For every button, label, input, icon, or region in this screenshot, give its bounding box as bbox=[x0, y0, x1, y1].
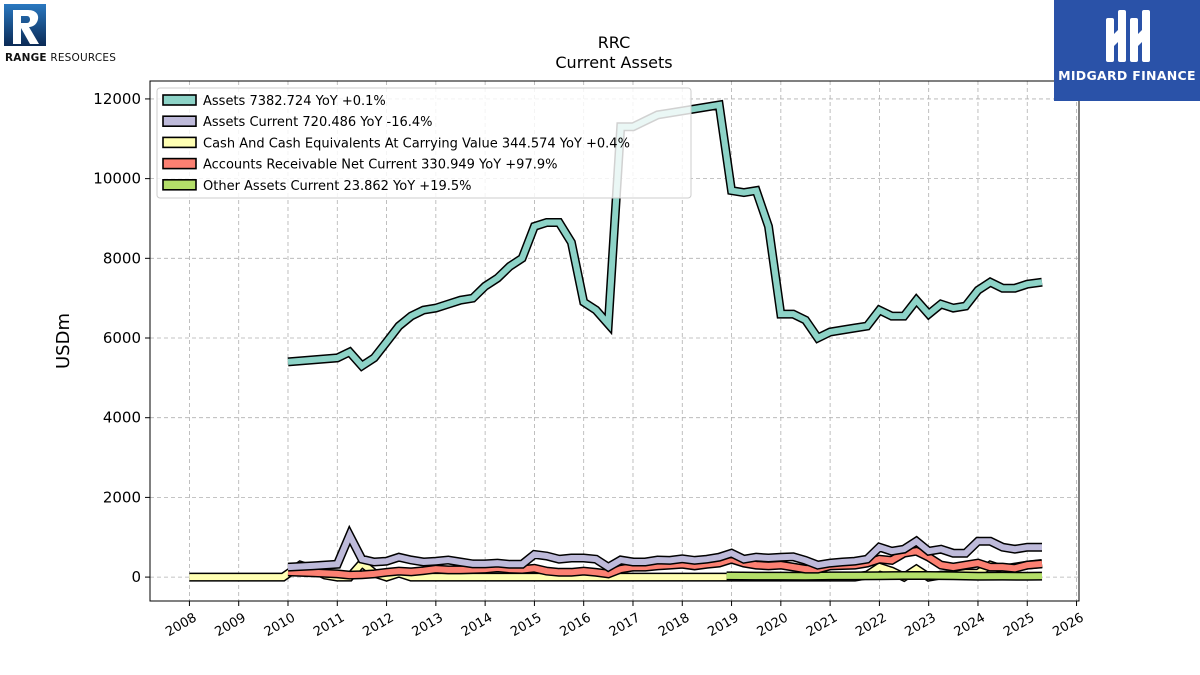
wordmark-rest: RESOURCES bbox=[46, 52, 117, 64]
legend-entry-assets: Assets 7382.724 YoY +0.1% bbox=[203, 94, 386, 109]
x-tick-label: 2014 bbox=[459, 610, 495, 640]
x-tick-label: 2012 bbox=[360, 610, 396, 640]
x-tick-label: 2010 bbox=[262, 610, 298, 640]
y-tick-label: 2000 bbox=[103, 488, 141, 506]
x-tick-label: 2018 bbox=[656, 610, 692, 640]
y-tick-label: 4000 bbox=[103, 409, 141, 427]
legend-box bbox=[156, 87, 692, 199]
wordmark-bold: RANGE bbox=[5, 52, 47, 64]
legend-swatch-cash bbox=[162, 136, 197, 149]
range-resources-logo: RANGE RESOURCES bbox=[4, 4, 124, 66]
legend-entry-assets_current: Assets Current 720.486 YoY -16.4% bbox=[203, 115, 433, 130]
legend-swatch-receivables bbox=[162, 157, 197, 170]
series-other-line bbox=[726, 572, 1043, 580]
x-tick-label: 2021 bbox=[804, 610, 840, 640]
x-tick-label: 2024 bbox=[952, 610, 988, 640]
legend-entry-cash: Cash And Cash Equivalents At Carrying Va… bbox=[203, 136, 630, 151]
series-receivables bbox=[287, 546, 1043, 580]
legend-swatch-assets_current bbox=[162, 115, 197, 127]
range-resources-r-icon bbox=[4, 4, 46, 46]
plot-frame bbox=[149, 80, 1080, 602]
chart-title: RRC bbox=[598, 33, 631, 52]
x-tick-label: 2011 bbox=[311, 610, 347, 640]
y-axis-label: USDm bbox=[53, 313, 74, 369]
x-tick-label: 2026 bbox=[1050, 610, 1086, 640]
series-other bbox=[726, 571, 1043, 581]
y-tick-label: 8000 bbox=[103, 249, 141, 267]
x-tick-label: 2016 bbox=[558, 610, 594, 640]
series-assets_current bbox=[287, 524, 1042, 573]
x-tick-label: 2017 bbox=[607, 610, 643, 640]
x-tick-label: 2019 bbox=[705, 610, 741, 640]
legend-swatch-assets bbox=[162, 94, 197, 106]
x-tick-label: 2015 bbox=[508, 610, 544, 640]
legend-entry-other: Other Assets Current 23.862 YoY +19.5% bbox=[203, 179, 472, 194]
series-receivables-line bbox=[287, 548, 1043, 579]
x-tick-label: 2023 bbox=[903, 610, 939, 640]
range-resources-wordmark: RANGE RESOURCES bbox=[5, 52, 116, 64]
y-tick-label: 12000 bbox=[93, 90, 141, 108]
x-tick-label: 2009 bbox=[213, 610, 249, 640]
legend: Assets 7382.724 YoY +0.1% Assets Current … bbox=[156, 87, 692, 199]
midgard-finance-logo: MIDGARD FINANCE bbox=[1054, 0, 1200, 101]
x-tick-label: 2013 bbox=[410, 610, 446, 640]
y-tick-label: 0 bbox=[131, 568, 141, 586]
y-tick-label: 6000 bbox=[103, 329, 141, 347]
midgard-finance-wordmark: MIDGARD FINANCE bbox=[1058, 68, 1196, 83]
x-tick-label: 2025 bbox=[1001, 610, 1037, 640]
legend-swatch-other bbox=[162, 179, 197, 191]
midgard-m-icon bbox=[1106, 10, 1150, 62]
x-tick-label: 2022 bbox=[853, 610, 889, 640]
series-group bbox=[189, 99, 1043, 583]
y-tick-label: 10000 bbox=[93, 170, 141, 188]
legend-entry-receivables: Accounts Receivable Net Current 330.949 … bbox=[203, 158, 558, 173]
x-tick-label: 2020 bbox=[755, 610, 791, 640]
chart-subtitle: Current Assets bbox=[555, 53, 672, 72]
x-tick-label: 2008 bbox=[163, 610, 199, 640]
series-assets_current-line bbox=[287, 528, 1042, 571]
